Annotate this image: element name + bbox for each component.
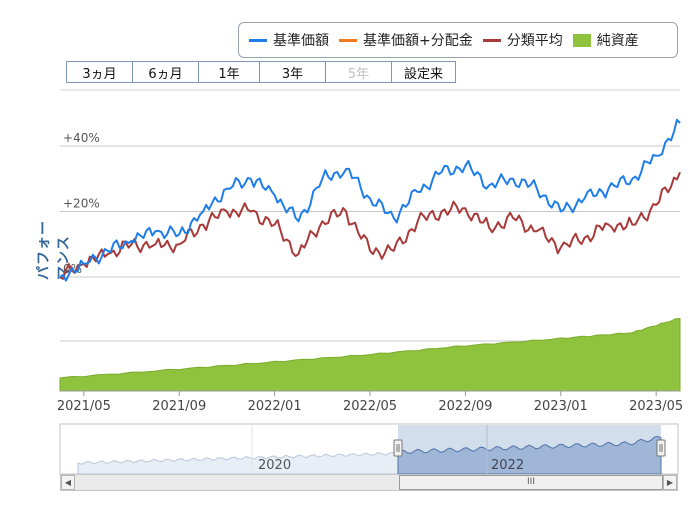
legend-swatch	[572, 33, 591, 47]
range-button-1[interactable]: 6ヵ月	[132, 61, 199, 83]
scroll-left-arrow[interactable]: ◀	[61, 475, 75, 490]
legend-item-1[interactable]: 基準価額+分配金	[339, 30, 473, 50]
navigator-selected-area	[397, 435, 662, 475]
navigator-scrollbar[interactable]: ◀ III ▶	[60, 474, 678, 491]
navigator-label: 2022	[491, 458, 524, 473]
legend-item-3[interactable]: 純資産	[572, 30, 639, 50]
y-tick-label: +40%	[63, 131, 100, 145]
navigator-handle-left[interactable]	[393, 439, 403, 457]
chart-legend: 基準価額 基準価額+分配金 分類平均 純資産	[238, 22, 678, 58]
navigator-handle-right[interactable]	[656, 439, 666, 457]
navigator-label: 2020	[258, 458, 291, 473]
legend-label: 基準価額	[273, 33, 329, 49]
navigator-history-area	[77, 452, 399, 475]
scroll-right-arrow[interactable]: ▶	[663, 475, 677, 490]
series-line-分類平均	[59, 171, 681, 280]
legend-swatch	[339, 38, 357, 42]
range-button-4: 5年	[325, 61, 392, 83]
x-tick-label: 2021/09	[152, 399, 206, 414]
range-selector: 3ヵ月 6ヵ月 1年 3年 5年 設定来	[66, 61, 456, 85]
legend-item-0[interactable]: 基準価額	[249, 30, 329, 50]
series-line-基準価額	[59, 118, 681, 282]
x-tick-label: 2022/01	[248, 399, 302, 414]
x-tick-label: 2022/05	[343, 399, 397, 414]
navigator[interactable]: 2020 2022	[59, 423, 679, 475]
range-button-2[interactable]: 1年	[198, 61, 260, 83]
x-tick-label: 2022/09	[438, 399, 492, 414]
y-tick-label: +20%	[63, 197, 100, 211]
legend-swatch	[482, 38, 501, 42]
net-assets-area	[59, 317, 681, 392]
legend-swatch	[249, 38, 267, 42]
legend-label: 基準価額+分配金	[363, 33, 473, 49]
legend-item-2[interactable]: 分類平均	[482, 30, 563, 50]
range-button-0[interactable]: 3ヵ月	[66, 61, 133, 83]
legend-label: 純資産	[596, 33, 639, 49]
legend-label: 分類平均	[506, 33, 563, 49]
x-tick-label: 2023/05	[629, 399, 683, 414]
range-button-3[interactable]: 3年	[259, 61, 326, 83]
x-tick-label: 2023/01	[534, 399, 588, 414]
range-button-5[interactable]: 設定来	[391, 61, 456, 83]
scroll-thumb[interactable]: III	[399, 475, 663, 490]
x-tick-label: 2021/05	[57, 399, 111, 414]
